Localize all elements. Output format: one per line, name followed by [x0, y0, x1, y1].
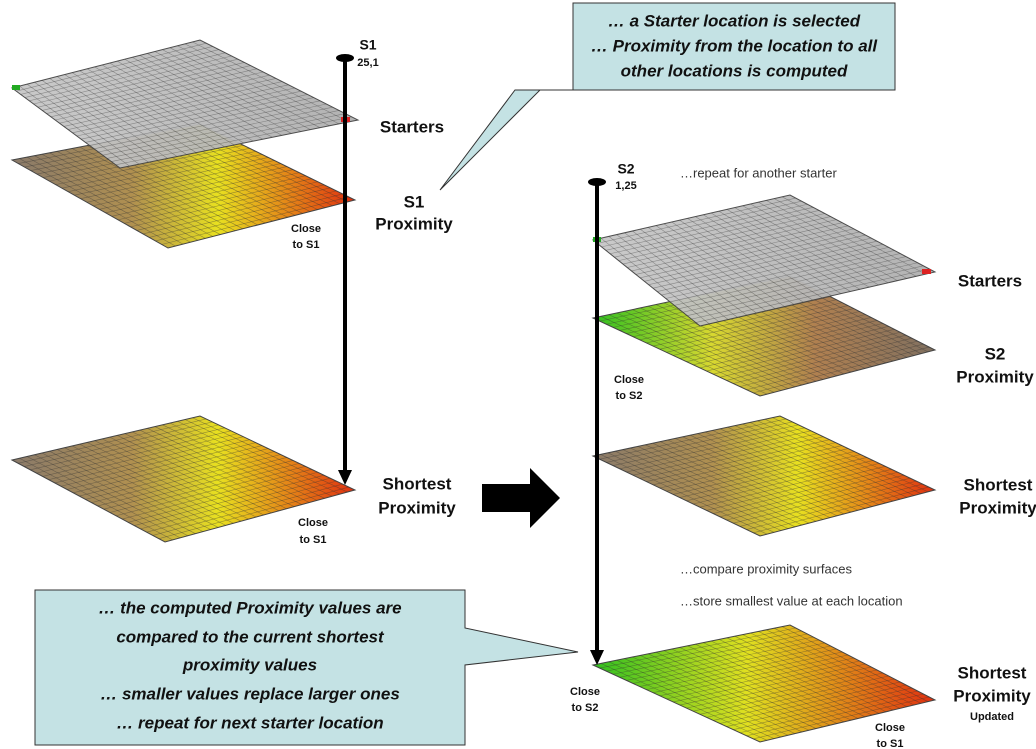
- callout-text: … repeat for next starter location: [116, 713, 383, 732]
- marker-label: S2: [617, 161, 634, 177]
- note: to S1: [877, 738, 904, 749]
- layer-sublabel: Updated: [970, 711, 1014, 723]
- layer-label: S2: [985, 344, 1006, 363]
- surface: [593, 195, 935, 326]
- big-arrow: [482, 468, 560, 528]
- callout-text: other locations is computed: [621, 61, 848, 80]
- marker-label: S1: [359, 37, 376, 53]
- layer-label: Shortest: [958, 663, 1027, 682]
- layer-label: Proximity: [378, 498, 456, 517]
- layer-label: Shortest: [964, 475, 1033, 494]
- note: Close: [291, 223, 321, 235]
- note: to S2: [572, 702, 599, 714]
- callout-text: … the computed Proximity values are: [98, 598, 401, 617]
- callout-text: … a Starter location is selected: [608, 11, 861, 30]
- callout-box: [440, 3, 895, 190]
- layer-label: Starters: [380, 117, 444, 136]
- note: to S1: [300, 534, 327, 546]
- surface: [12, 40, 358, 168]
- note: Close: [875, 722, 905, 734]
- pole-top: [588, 178, 606, 186]
- callout-text: … smaller values replace larger ones: [100, 684, 400, 703]
- layer-label: S1: [404, 192, 425, 211]
- diagram: S1 25,1 Starters S1 Proximity Close to S…: [0, 0, 1036, 749]
- marker-value: 25,1: [357, 57, 378, 69]
- callout-text: compared to the current shortest: [116, 627, 385, 646]
- note: to S2: [616, 390, 643, 402]
- note: …store smallest value at each location: [680, 593, 903, 608]
- layer-label: Proximity: [956, 367, 1034, 386]
- starter-cell: [922, 269, 931, 274]
- callout-text: proximity values: [182, 655, 317, 674]
- marker-value: 1,25: [615, 180, 636, 192]
- note: …compare proximity surfaces: [680, 561, 852, 576]
- note: Close: [298, 517, 328, 529]
- note: to S1: [293, 239, 320, 251]
- callout-text: … Proximity from the location to all: [591, 36, 878, 55]
- note: …repeat for another starter: [680, 165, 837, 180]
- layer-label: Shortest: [383, 474, 452, 493]
- layer-label: Starters: [958, 271, 1022, 290]
- note: Close: [614, 374, 644, 386]
- pole-top: [336, 54, 354, 62]
- layer-label: Proximity: [953, 686, 1031, 705]
- note: Close: [570, 686, 600, 698]
- starter-cell: [12, 85, 20, 90]
- layer-label: Proximity: [375, 214, 453, 233]
- layer-label: Proximity: [959, 498, 1036, 517]
- surface: [593, 416, 935, 536]
